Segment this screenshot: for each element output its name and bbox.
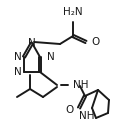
Text: NH: NH: [73, 80, 89, 90]
Text: N: N: [14, 52, 22, 62]
Text: O: O: [91, 37, 99, 47]
Text: H₂N: H₂N: [63, 7, 83, 17]
Text: O: O: [66, 105, 74, 115]
Text: NH: NH: [79, 111, 95, 121]
Text: N: N: [28, 38, 36, 48]
Text: N: N: [47, 52, 55, 62]
Text: N: N: [14, 67, 22, 77]
